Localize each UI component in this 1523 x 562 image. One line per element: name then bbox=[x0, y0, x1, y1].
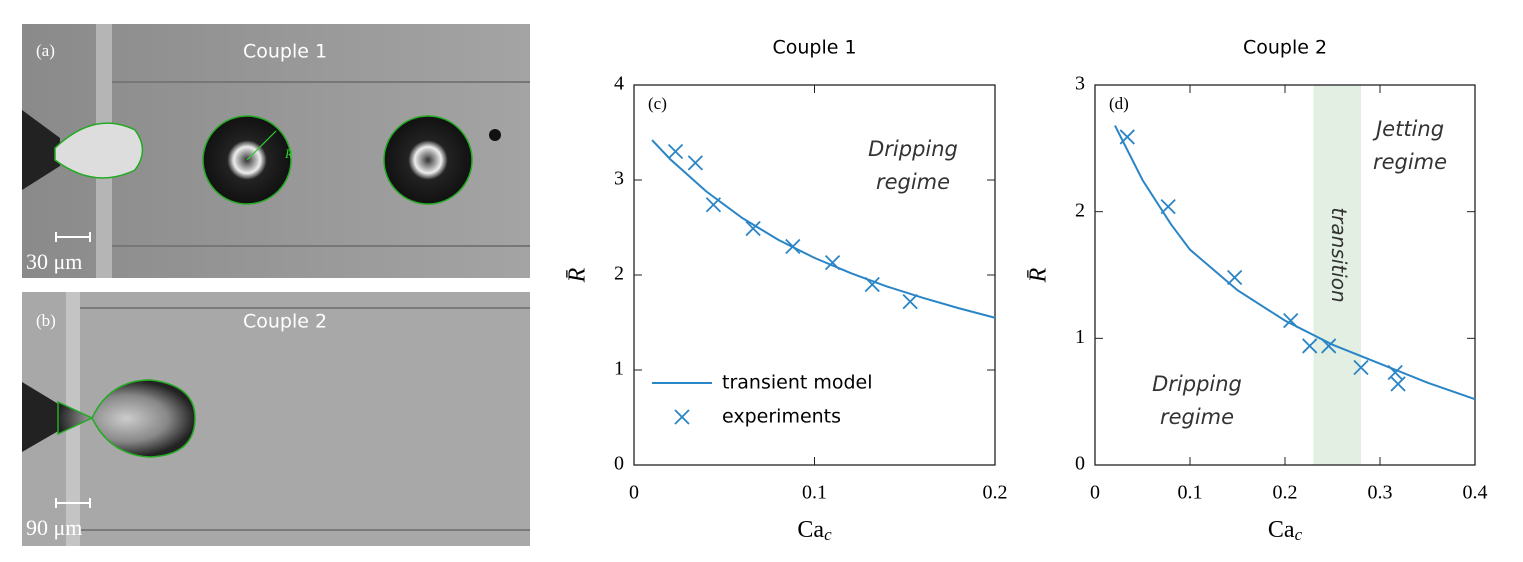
y-tick-label: 0 bbox=[1075, 453, 1085, 475]
chart-title: Couple 2 bbox=[1243, 37, 1327, 59]
chart-title: Couple 1 bbox=[772, 37, 856, 59]
annotation: regime bbox=[876, 170, 950, 194]
experiment-marker bbox=[1119, 129, 1135, 145]
y-tick-label: 2 bbox=[1075, 199, 1085, 221]
image-b bbox=[22, 292, 530, 546]
y-tick-label: 1 bbox=[1075, 326, 1085, 348]
x-tick-label: 0.2 bbox=[983, 482, 1008, 504]
panel-label: (d) bbox=[1109, 94, 1129, 113]
legend-label: transient model bbox=[722, 372, 873, 394]
x-tick-label: 0.1 bbox=[1178, 482, 1203, 504]
experiment-marker bbox=[1227, 269, 1243, 286]
x-tick-label: 0.1 bbox=[802, 482, 827, 504]
annotation: regime bbox=[1160, 405, 1234, 429]
experiment-marker bbox=[687, 155, 704, 171]
annotation: Jetting bbox=[1372, 117, 1444, 141]
image-a bbox=[22, 24, 530, 278]
annotation: regime bbox=[1373, 150, 1447, 174]
y-axis-label: R̄ bbox=[565, 267, 591, 283]
scale-label: 30 μm bbox=[26, 249, 82, 274]
panel-label: (b) bbox=[36, 311, 56, 330]
experiment-marker bbox=[864, 276, 880, 293]
experiment-marker bbox=[1321, 338, 1337, 354]
model-line bbox=[1114, 125, 1476, 401]
experiment-marker bbox=[1283, 312, 1299, 329]
y-tick-label: 1 bbox=[614, 358, 624, 380]
panel-label: (a) bbox=[36, 41, 55, 60]
y-tick-label: 3 bbox=[1075, 73, 1085, 95]
transition-band bbox=[1313, 85, 1361, 465]
legend-marker bbox=[674, 409, 690, 425]
experiment-marker bbox=[902, 293, 918, 310]
x-tick-label: 0 bbox=[629, 482, 639, 504]
annotation: Dripping bbox=[1152, 372, 1242, 396]
experiment-marker bbox=[667, 143, 684, 160]
x-tick-label: 0.2 bbox=[1273, 482, 1298, 504]
legend-label: experiments bbox=[722, 406, 841, 428]
x-axis-label: Cac bbox=[1268, 517, 1303, 544]
x-tick-label: 0.4 bbox=[1463, 482, 1488, 504]
y-tick-label: 2 bbox=[614, 263, 624, 285]
experiment-marker bbox=[824, 255, 841, 271]
experiment-marker bbox=[705, 197, 722, 213]
x-axis-label-main: Ca bbox=[797, 517, 824, 543]
annotation: Dripping bbox=[868, 137, 958, 161]
experiment-marker bbox=[1390, 376, 1406, 392]
image-title: Couple 1 bbox=[243, 41, 327, 63]
y-axis-label: R̄ bbox=[1026, 267, 1052, 283]
radius-label: R bbox=[284, 146, 293, 161]
x-tick-label: 0.3 bbox=[1368, 482, 1393, 504]
experiment-marker bbox=[785, 238, 801, 255]
y-tick-label: 0 bbox=[614, 453, 624, 475]
x-axis-label: Cac bbox=[797, 517, 832, 544]
experiment-marker bbox=[745, 220, 761, 237]
experiment-marker bbox=[1302, 338, 1318, 354]
x-axis-label-main: Ca bbox=[1268, 517, 1295, 543]
experiment-marker bbox=[1160, 198, 1176, 215]
image-title: Couple 2 bbox=[243, 311, 327, 333]
model-line bbox=[651, 139, 996, 319]
x-tick-label: 0 bbox=[1090, 482, 1100, 504]
y-tick-label: 3 bbox=[614, 168, 624, 190]
x-axis-label-sub: c bbox=[1295, 525, 1303, 544]
y-tick-label: 4 bbox=[614, 73, 624, 95]
experiment-marker bbox=[1353, 359, 1369, 376]
plot-frame bbox=[1094, 84, 1476, 466]
experiment-marker bbox=[1387, 364, 1403, 381]
panel-label: (c) bbox=[648, 94, 667, 113]
scale-label: 90 μm bbox=[26, 515, 82, 540]
x-axis-label-sub: c bbox=[824, 525, 832, 544]
band-label: transition bbox=[1327, 207, 1351, 302]
